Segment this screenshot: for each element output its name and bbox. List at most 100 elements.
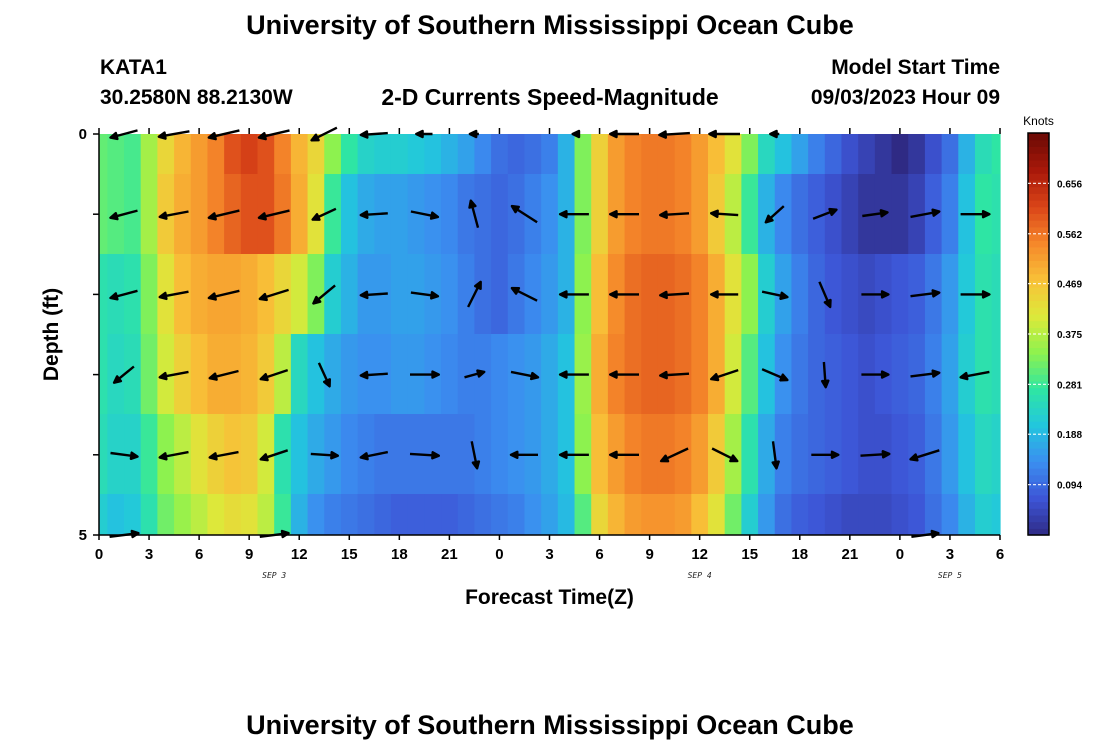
heatmap-cell	[908, 334, 926, 414]
current-vector	[259, 529, 290, 539]
heatmap-cell	[190, 414, 209, 494]
heatmap-cell	[240, 174, 259, 254]
heatmap-cell	[808, 334, 826, 414]
heatmap-cell	[157, 134, 175, 174]
heatmap-cell	[924, 414, 943, 494]
heatmap-cell	[758, 494, 776, 535]
heatmap-cell	[240, 494, 259, 535]
current-vector	[659, 370, 690, 380]
heatmap-cell	[607, 134, 626, 174]
colorbar-segment	[1028, 347, 1049, 355]
heatmap-cell	[657, 134, 676, 174]
x-tick-label: 3	[946, 546, 954, 563]
heatmap-cell	[290, 494, 309, 535]
heatmap-cell	[441, 254, 459, 334]
colorbar-segment	[1028, 213, 1049, 221]
heatmap-cell	[441, 414, 459, 494]
heatmap-cell	[290, 134, 309, 174]
heatmap-cell	[524, 494, 542, 535]
heatmap-cell	[891, 414, 909, 494]
heatmap-cell	[274, 254, 292, 334]
colorbar-segment	[1028, 454, 1049, 462]
heatmap-cell	[99, 254, 108, 334]
heatmap-cell	[190, 254, 209, 334]
heatmap-cell	[941, 254, 959, 334]
chart-subtitle: 2-D Currents Speed-Magnitude	[381, 84, 719, 110]
current-vector	[659, 290, 690, 300]
heatmap-cell	[124, 134, 142, 174]
current-vector	[359, 290, 388, 300]
heatmap-cell	[774, 174, 793, 254]
heatmap-cell	[557, 494, 576, 535]
x-tick-label: 0	[95, 546, 103, 563]
heatmap-cell	[324, 254, 342, 334]
heatmap-cell	[791, 254, 809, 334]
heatmap-cell	[908, 254, 926, 334]
current-vector	[464, 369, 486, 379]
heatmap-cell	[307, 334, 325, 414]
colorbar-segment	[1028, 267, 1049, 275]
heatmap-cell	[340, 134, 359, 174]
colorbar-segment	[1028, 374, 1049, 382]
heatmap-cell	[774, 414, 793, 494]
heatmap-cell	[691, 174, 709, 254]
x-axis-title: Forecast Time(Z)	[465, 586, 634, 609]
heatmap-cell	[524, 254, 542, 334]
heatmap-cell	[541, 254, 559, 334]
heatmap-cell	[741, 134, 759, 174]
heatmap-cell	[474, 494, 492, 535]
heatmap-cell	[240, 134, 259, 174]
colorbar-segment	[1028, 501, 1049, 509]
current-vector	[158, 210, 189, 220]
current-vector	[609, 450, 639, 459]
heatmap-cell	[107, 494, 125, 535]
x-tick-label: 21	[441, 546, 458, 563]
heatmap-cell	[324, 134, 342, 174]
colorbar-segment	[1028, 488, 1049, 496]
heatmap-cell	[491, 414, 509, 494]
heatmap-cell	[124, 254, 142, 334]
heatmap-cell	[224, 254, 242, 334]
heatmap-cell	[190, 174, 209, 254]
heatmap-cell	[390, 494, 409, 535]
y-axis-title: Depth (ft)	[40, 288, 63, 381]
heatmap-cell	[190, 334, 209, 414]
colorbar-segment	[1028, 220, 1049, 228]
current-vector	[259, 368, 289, 382]
heatmap-cell	[741, 174, 759, 254]
colorbar-segment	[1028, 273, 1049, 281]
heatmap-cell	[107, 134, 125, 174]
current-vector	[208, 369, 239, 381]
current-vector	[317, 362, 331, 388]
heatmap-cell	[390, 134, 409, 174]
current-vector	[761, 368, 789, 382]
current-vector	[761, 290, 789, 300]
x-tick-label: 21	[841, 546, 858, 563]
heatmap-cell	[908, 174, 926, 254]
current-vector	[158, 450, 189, 461]
heatmap-cell	[624, 494, 642, 535]
heatmap-cell	[974, 134, 993, 174]
heatmap-cell	[324, 174, 342, 254]
heatmap-cell	[441, 494, 459, 535]
current-vector	[259, 449, 289, 462]
colorbar-segment	[1028, 159, 1049, 168]
current-vector	[158, 290, 189, 301]
heatmap-cell	[474, 414, 492, 494]
current-vector	[207, 129, 240, 141]
heatmap-cell	[99, 494, 108, 535]
colorbar-segment	[1028, 447, 1049, 456]
heatmap-cell	[390, 414, 409, 494]
heatmap-cell	[290, 414, 309, 494]
heatmap-cell	[491, 334, 509, 414]
colorbar-segment	[1028, 300, 1049, 308]
heatmap-cell	[407, 134, 425, 174]
x-tick-label: 12	[291, 546, 308, 563]
colorbar-segment	[1028, 146, 1049, 154]
x-tick-label: 0	[495, 546, 503, 563]
x-tick-label: 3	[145, 546, 153, 563]
heatmap-cell	[290, 254, 309, 334]
chart-title: University of Southern Mississippi Ocean…	[246, 10, 854, 40]
heatmap-cell	[424, 134, 442, 174]
